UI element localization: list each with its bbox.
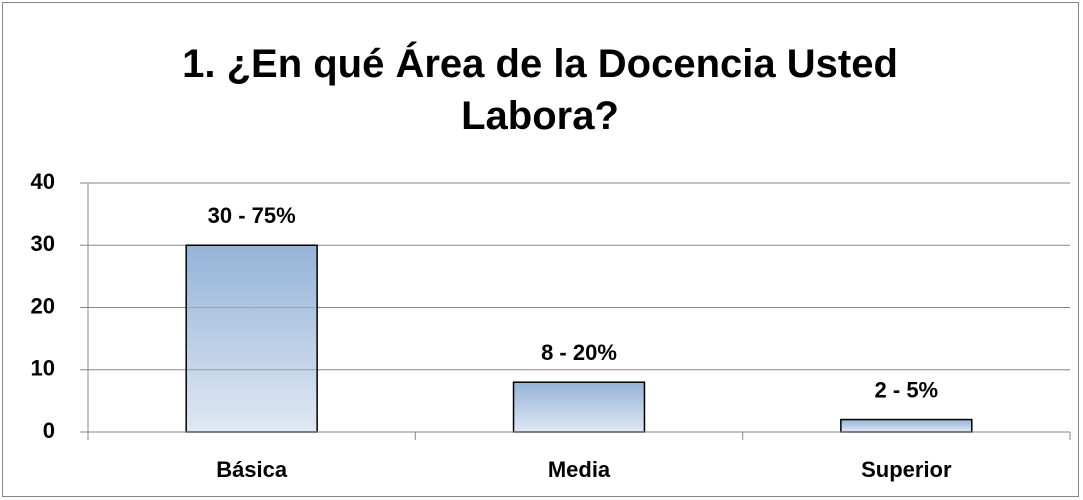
bar bbox=[185, 244, 318, 433]
y-tick-label: 20 bbox=[31, 293, 55, 318]
data-label: 8 - 20% bbox=[541, 340, 617, 365]
data-label: 2 - 5% bbox=[875, 377, 939, 402]
bar bbox=[840, 418, 973, 433]
data-label: 30 - 75% bbox=[208, 203, 296, 228]
y-tick-label: 40 bbox=[31, 169, 55, 194]
chart-title: 1. ¿En qué Área de la Docencia Usted Lab… bbox=[182, 42, 898, 138]
y-tick-label: 10 bbox=[31, 356, 55, 381]
x-tick-label: Superior bbox=[861, 457, 952, 482]
y-tick-label: 30 bbox=[31, 231, 55, 256]
x-tick-label: Media bbox=[548, 457, 611, 482]
y-tick-label: 0 bbox=[43, 418, 55, 443]
bar bbox=[512, 381, 646, 433]
x-tick-label: Básica bbox=[216, 457, 288, 482]
